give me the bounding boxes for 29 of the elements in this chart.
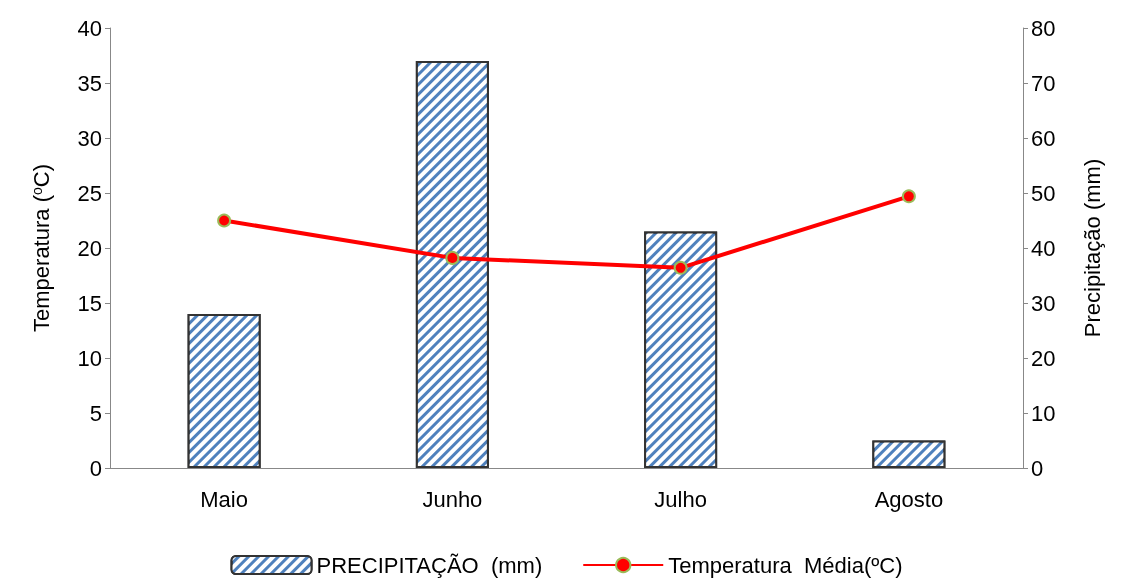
y2-tick-label: 0 — [1031, 455, 1044, 481]
point — [445, 250, 460, 265]
x-tick-label: Agosto — [874, 486, 944, 512]
y2-tick-label: 40 — [1031, 235, 1056, 261]
point — [217, 213, 232, 228]
y2-tick-label: 50 — [1031, 180, 1056, 206]
y2-tick-label: 10 — [1031, 400, 1056, 426]
y2-tick-label: 30 — [1031, 290, 1056, 316]
y-tick-label: 15 — [77, 290, 102, 316]
y-tick-label: 30 — [77, 125, 102, 151]
y2-axis-title: Precipitação (mm) — [1079, 158, 1105, 338]
y-tick-label: 0 — [89, 455, 102, 481]
point — [673, 260, 688, 275]
y2-tick-label: 20 — [1031, 345, 1056, 371]
y-tick-label: 40 — [77, 15, 102, 41]
y-tick-label: 10 — [77, 345, 102, 371]
legend-label: PRECIPITAÇÃO (mm) — [316, 552, 543, 578]
y-tick-label: 35 — [77, 70, 102, 96]
y2-tick-label: 80 — [1031, 15, 1056, 41]
x-tick-label: Junho — [422, 486, 483, 512]
y2-tick-label: 70 — [1031, 70, 1056, 96]
y-tick-label: 5 — [89, 400, 102, 426]
x-tick-label: Maio — [200, 486, 248, 512]
y-tick-label: 20 — [77, 235, 102, 261]
point — [901, 189, 916, 204]
legend-label: Temperatura Média(ºC) — [668, 552, 903, 578]
y-tick-label: 25 — [77, 180, 102, 206]
y2-tick-label: 60 — [1031, 125, 1056, 151]
x-tick-label: Julho — [654, 486, 707, 512]
